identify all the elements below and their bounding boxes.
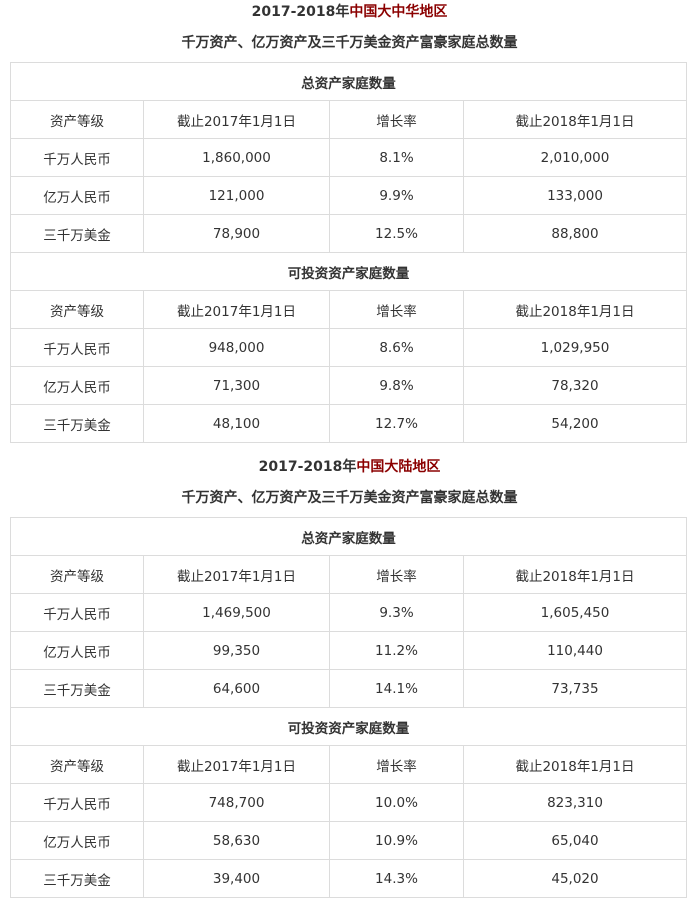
table-row: 三千万美金 39,400 14.3% 45,020: [10, 859, 687, 898]
table-cell: 8.6%: [329, 328, 464, 367]
table-cell: 三千万美金: [10, 669, 144, 708]
section-header-row: 可投资资产家庭数量: [10, 252, 687, 291]
table-cell: 三千万美金: [10, 404, 144, 443]
column-header: 截止2017年1月1日: [143, 290, 330, 329]
column-header: 增长率: [329, 745, 464, 784]
table-cell: 1,029,950: [463, 328, 687, 367]
title-highlight: 中国大中华地区: [349, 4, 448, 20]
column-header: 增长率: [329, 555, 464, 594]
table-cell: 65,040: [463, 821, 687, 860]
column-header: 截止2018年1月1日: [463, 290, 687, 329]
table-cell: 1,469,500: [143, 593, 330, 632]
table-row: 千万人民币 1,860,000 8.1% 2,010,000: [10, 138, 687, 177]
column-header: 截止2017年1月1日: [143, 555, 330, 594]
section-header-row: 总资产家庭数量: [10, 517, 687, 556]
table-cell: 1,860,000: [143, 138, 330, 177]
data-table: 总资产家庭数量 资产等级 截止2017年1月1日 增长率 截止2018年1月1日 千万人民…: [10, 62, 687, 443]
document: 2017-2018年中国大中华地区 千万资产、亿万资产及三千万美金资产富豪家庭总数…: [0, 0, 699, 898]
table-cell: 12.7%: [329, 404, 464, 443]
column-header: 截止2017年1月1日: [143, 100, 330, 139]
table-cell: 748,700: [143, 783, 330, 822]
table-cell: 9.3%: [329, 593, 464, 632]
region-subtitle: 千万资产、亿万资产及三千万美金资产富豪家庭总数量: [181, 490, 518, 506]
table-cell: 823,310: [463, 783, 687, 822]
table-cell: 121,000: [143, 176, 330, 215]
table-cell: 78,320: [463, 366, 687, 405]
table-cell: 亿万人民币: [10, 631, 144, 670]
table-cell: 14.1%: [329, 669, 464, 708]
table-cell: 千万人民币: [10, 138, 144, 177]
table-cell: 88,800: [463, 214, 687, 253]
table-row: 亿万人民币 58,630 10.9% 65,040: [10, 821, 687, 860]
table-row: 亿万人民币 99,350 11.2% 110,440: [10, 631, 687, 670]
section-header-row: 可投资资产家庭数量: [10, 707, 687, 746]
table-cell: 11.2%: [329, 631, 464, 670]
column-header: 截止2017年1月1日: [143, 745, 330, 784]
column-header: 截止2018年1月1日: [463, 745, 687, 784]
table-cell: 948,000: [143, 328, 330, 367]
table-cell: 千万人民币: [10, 783, 144, 822]
column-header-row: 资产等级 截止2017年1月1日 增长率 截止2018年1月1日: [10, 290, 687, 329]
table-cell: 10.0%: [329, 783, 464, 822]
table-cell: 39,400: [143, 859, 330, 898]
column-header-row: 资产等级 截止2017年1月1日 增长率 截止2018年1月1日: [10, 100, 687, 139]
table-row: 亿万人民币 71,300 9.8% 78,320: [10, 366, 687, 405]
table-cell: 71,300: [143, 366, 330, 405]
column-header: 截止2018年1月1日: [463, 100, 687, 139]
table-row: 千万人民币 1,469,500 9.3% 1,605,450: [10, 593, 687, 632]
column-header-row: 资产等级 截止2017年1月1日 增长率 截止2018年1月1日: [10, 555, 687, 594]
table-row: 三千万美金 78,900 12.5% 88,800: [10, 214, 687, 253]
column-header: 增长率: [329, 100, 464, 139]
table-row: 千万人民币 748,700 10.0% 823,310: [10, 783, 687, 822]
table-cell: 12.5%: [329, 214, 464, 253]
table-cell: 14.3%: [329, 859, 464, 898]
table-cell: 1,605,450: [463, 593, 687, 632]
region-title: 2017-2018年中国大陆地区: [0, 455, 699, 479]
section-header-row: 总资产家庭数量: [10, 62, 687, 101]
title-prefix: 2017-2018年: [251, 4, 350, 20]
table-cell: 三千万美金: [10, 214, 144, 253]
table-cell: 99,350: [143, 631, 330, 670]
table-cell: 73,735: [463, 669, 687, 708]
table-cell: 9.8%: [329, 366, 464, 405]
table-cell: 54,200: [463, 404, 687, 443]
column-header-row: 资产等级 截止2017年1月1日 增长率 截止2018年1月1日: [10, 745, 687, 784]
table-cell: 78,900: [143, 214, 330, 253]
region-title: 2017-2018年中国大中华地区: [0, 0, 699, 24]
table-cell: 亿万人民币: [10, 366, 144, 405]
column-header: 资产等级: [10, 555, 144, 594]
title-highlight: 中国大陆地区: [356, 459, 441, 475]
section-heading: 总资产家庭数量: [10, 517, 687, 556]
table-cell: 亿万人民币: [10, 821, 144, 860]
title-prefix: 2017-2018年: [258, 459, 357, 475]
table-cell: 58,630: [143, 821, 330, 860]
table-cell: 9.9%: [329, 176, 464, 215]
table-cell: 千万人民币: [10, 593, 144, 632]
table-cell: 133,000: [463, 176, 687, 215]
table-row: 亿万人民币 121,000 9.9% 133,000: [10, 176, 687, 215]
data-table: 总资产家庭数量 资产等级 截止2017年1月1日 增长率 截止2018年1月1日 千万人民…: [10, 517, 687, 898]
section-heading: 可投资资产家庭数量: [10, 252, 687, 291]
table-row: 千万人民币 948,000 8.6% 1,029,950: [10, 328, 687, 367]
table-cell: 千万人民币: [10, 328, 144, 367]
table-cell: 亿万人民币: [10, 176, 144, 215]
column-header: 资产等级: [10, 290, 144, 329]
table-row: 三千万美金 64,600 14.1% 73,735: [10, 669, 687, 708]
column-header: 资产等级: [10, 745, 144, 784]
table-cell: 2,010,000: [463, 138, 687, 177]
table-cell: 8.1%: [329, 138, 464, 177]
column-header: 资产等级: [10, 100, 144, 139]
column-header: 增长率: [329, 290, 464, 329]
table-cell: 45,020: [463, 859, 687, 898]
table-cell: 48,100: [143, 404, 330, 443]
table-cell: 10.9%: [329, 821, 464, 860]
section-heading: 总资产家庭数量: [10, 62, 687, 101]
column-header: 截止2018年1月1日: [463, 555, 687, 594]
region-subtitle: 千万资产、亿万资产及三千万美金资产富豪家庭总数量: [181, 35, 518, 51]
table-cell: 64,600: [143, 669, 330, 708]
table-cell: 110,440: [463, 631, 687, 670]
table-cell: 三千万美金: [10, 859, 144, 898]
table-row: 三千万美金 48,100 12.7% 54,200: [10, 404, 687, 443]
section-heading: 可投资资产家庭数量: [10, 707, 687, 746]
